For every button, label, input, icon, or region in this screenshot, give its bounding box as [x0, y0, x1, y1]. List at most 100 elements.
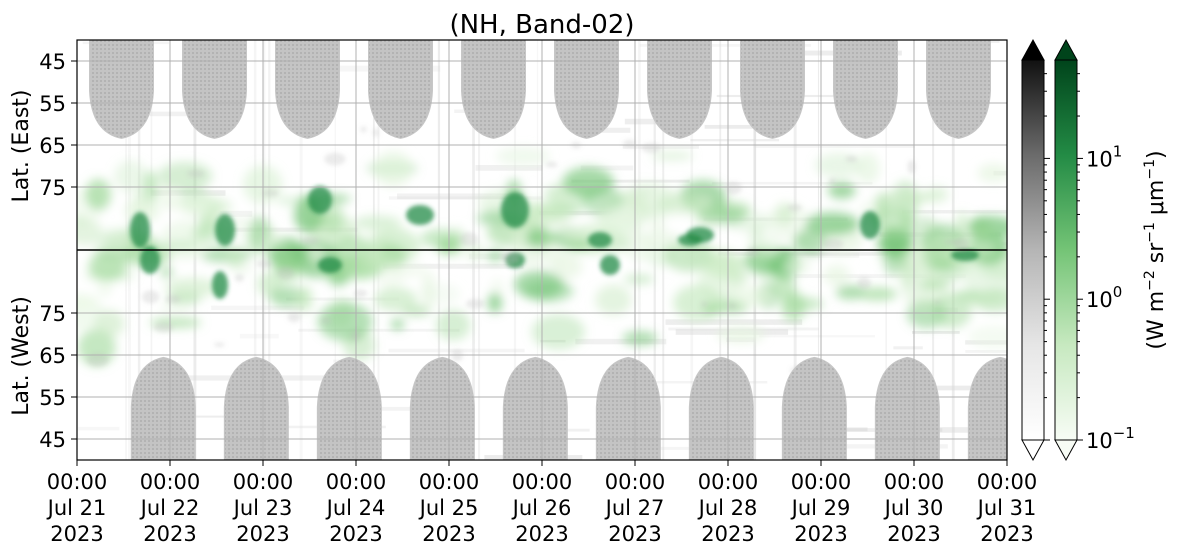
colorbar-gray-extend-top: [1021, 38, 1045, 61]
radiance-patch: [162, 240, 200, 250]
texture-streak: [893, 346, 923, 350]
texture-streak: [690, 139, 780, 142]
radiance-patch: [94, 310, 125, 337]
texture-streak: [388, 196, 543, 200]
y-axis-label-west: Lat. (West): [9, 296, 34, 416]
no-data-region: [409, 356, 475, 460]
radiance-patch: [704, 250, 744, 280]
colorbar-gray-extend-bottom: [1021, 439, 1045, 462]
texture-streak: [383, 263, 524, 269]
radiance-gray-patch: [321, 317, 332, 325]
radiance-patch: [551, 253, 583, 280]
no-data-region: [502, 356, 568, 460]
texture-streak: [211, 305, 305, 310]
radiance-patch: [420, 229, 464, 249]
no-data-region: [595, 356, 661, 460]
radiance-patch: [228, 246, 242, 269]
radiance-patch: [328, 268, 348, 287]
texture-streak: [149, 111, 214, 117]
radiance-patch: [258, 238, 288, 248]
radiance-patch: [179, 198, 215, 213]
radiance-patch: [159, 302, 191, 312]
radiance-patch: [390, 318, 405, 330]
colorbar-label-part: (W m: [1144, 291, 1169, 350]
texture-streak: [794, 274, 966, 279]
radiance-patch: [649, 222, 667, 232]
radiance-patch: [973, 221, 991, 239]
radiance-gray-patch: [545, 161, 558, 168]
texture-streak: [550, 428, 590, 432]
texture-streak: [602, 446, 732, 450]
colorbar-tick-label: 10−1: [1086, 424, 1135, 453]
radiance-patch: [882, 239, 905, 276]
radiance-hotspot: [140, 246, 160, 274]
y-tick-label: 65: [39, 134, 66, 158]
radiance-hotspot: [215, 214, 235, 246]
radiance-gray-patch: [787, 204, 802, 212]
no-data-region: [833, 40, 898, 139]
radiance-field: [77, 146, 1007, 367]
radiance-gray-patch: [823, 238, 844, 250]
colorbar-label-part: ): [1144, 150, 1169, 159]
texture-streak: [219, 210, 253, 217]
texture-streak: [575, 338, 667, 345]
texture-streak: [639, 43, 812, 47]
radiance-patch: [387, 262, 426, 277]
radiance-patch: [88, 252, 127, 281]
texture-streak: [965, 349, 1007, 353]
y-axis: 45 55 65 75 75 65 55 45: [39, 50, 77, 452]
radiance-patch: [374, 287, 418, 312]
x-tick-label: 00:00 Jul 31 2023: [976, 470, 1038, 546]
colorbar-tick-label: 101: [1086, 142, 1122, 171]
y-tick-label: 45: [39, 428, 66, 452]
radiance-patch: [277, 196, 300, 206]
radiance-patch: [794, 228, 827, 256]
radiance-gray-patch: [262, 189, 279, 197]
radiance-patch: [77, 218, 102, 246]
radiance-gray-patch: [623, 139, 637, 148]
radiance-patch: [902, 192, 935, 203]
radiance-gray-patch: [641, 142, 662, 153]
radiance-gray-patch: [465, 298, 485, 309]
radiance-patch: [761, 233, 781, 259]
radiance-gray-patch: [933, 300, 941, 305]
texture-streak: [899, 427, 1007, 433]
texture-streak: [901, 210, 1007, 214]
texture-streak: [231, 227, 358, 232]
radiance-gray-patch: [353, 289, 368, 298]
radiance-patch: [317, 302, 373, 342]
radiance-hotspot: [501, 192, 529, 228]
no-data-region: [647, 40, 712, 139]
no-data-region: [688, 356, 754, 460]
colorbar-gray-body: [1021, 59, 1045, 441]
colorbar-label: (W m−2 sr−1 μm−1): [1142, 150, 1169, 349]
radiance-gray-patch: [372, 128, 379, 138]
radiance-patch: [161, 198, 189, 210]
y-tick-label: 65: [39, 344, 66, 368]
x-tick-label: 00:00 Jul 27 2023: [604, 470, 666, 546]
texture-streak: [475, 165, 543, 171]
radiance-gray-patch: [256, 260, 273, 268]
texture-streak: [928, 385, 1007, 391]
radiance-gray-patch: [287, 312, 301, 323]
radiance-patch: [562, 166, 615, 198]
radiance-gray-patch: [234, 274, 244, 282]
texture-streak: [580, 165, 634, 171]
radiance-patch: [823, 264, 850, 286]
radiance-patch: [490, 277, 505, 297]
texture-streak: [753, 144, 915, 148]
colorbar-label-part: μm: [1144, 180, 1169, 222]
radiance-gray-patch: [954, 237, 969, 251]
no-data-region: [967, 356, 1007, 460]
x-tick-label: 00:00 Jul 28 2023: [697, 470, 759, 546]
radiance-gray-patch: [829, 177, 836, 184]
texture-streak: [912, 331, 960, 334]
radiance-gray-patch: [301, 236, 320, 245]
x-tick-label: 00:00 Jul 23 2023: [232, 470, 294, 546]
radiance-patch: [77, 295, 98, 309]
colorbar-ticks: 101 100 10−1: [1044, 73, 1135, 453]
colorbars: 101 100 10−1: [1021, 38, 1135, 462]
colorbar-label-exp: −1: [1142, 222, 1158, 243]
texture-streak: [704, 124, 764, 129]
